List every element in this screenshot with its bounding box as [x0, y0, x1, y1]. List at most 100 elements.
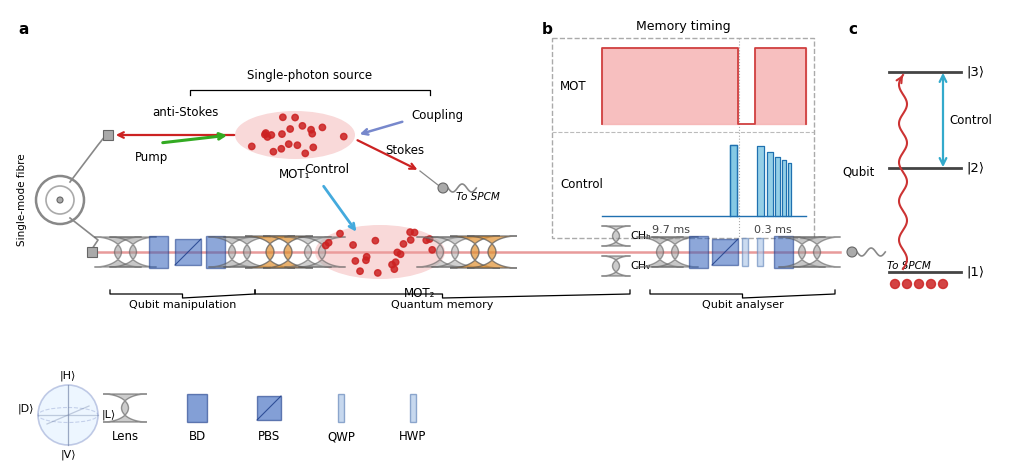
Circle shape: [280, 114, 286, 120]
Circle shape: [308, 126, 314, 133]
Circle shape: [262, 130, 269, 136]
Polygon shape: [103, 394, 147, 422]
Circle shape: [352, 258, 358, 264]
Text: Stokes: Stokes: [385, 144, 425, 157]
Polygon shape: [257, 396, 281, 420]
Circle shape: [264, 134, 271, 140]
Polygon shape: [467, 236, 516, 268]
Circle shape: [407, 229, 413, 235]
Circle shape: [393, 259, 399, 266]
Text: Quantum memory: Quantum memory: [392, 300, 494, 310]
Circle shape: [372, 237, 378, 244]
Circle shape: [407, 237, 414, 243]
Text: Control: Control: [949, 113, 992, 126]
Text: |H⟩: |H⟩: [60, 370, 76, 381]
Circle shape: [309, 131, 315, 137]
Circle shape: [300, 123, 306, 129]
Circle shape: [350, 242, 356, 248]
Text: Coupling: Coupling: [411, 109, 463, 122]
Text: To SPCM: To SPCM: [887, 261, 931, 271]
Circle shape: [890, 280, 900, 289]
Polygon shape: [187, 394, 207, 422]
Polygon shape: [774, 236, 792, 268]
Bar: [87, 247, 97, 257]
Circle shape: [363, 257, 369, 264]
Circle shape: [914, 280, 924, 289]
Circle shape: [400, 241, 407, 247]
Polygon shape: [94, 237, 142, 267]
Ellipse shape: [234, 111, 355, 159]
Circle shape: [356, 268, 364, 274]
Polygon shape: [779, 237, 825, 267]
Polygon shape: [245, 236, 294, 268]
Text: QWP: QWP: [327, 430, 355, 443]
Text: |V⟩: |V⟩: [60, 449, 75, 460]
Text: 0.3 ms: 0.3 ms: [754, 225, 791, 235]
Text: HWP: HWP: [400, 430, 427, 443]
Text: |3⟩: |3⟩: [966, 65, 984, 78]
Polygon shape: [338, 394, 344, 422]
Text: 9.7 ms: 9.7 ms: [652, 225, 690, 235]
Text: b: b: [542, 22, 553, 37]
Text: CHₕ: CHₕ: [630, 231, 651, 241]
Polygon shape: [284, 237, 332, 267]
Text: Qubit: Qubit: [843, 165, 875, 179]
Polygon shape: [432, 237, 478, 267]
Polygon shape: [206, 236, 224, 268]
Circle shape: [341, 133, 347, 140]
Text: |D⟩: |D⟩: [18, 404, 34, 414]
Circle shape: [278, 146, 284, 152]
Circle shape: [310, 144, 316, 150]
Circle shape: [411, 229, 417, 236]
Polygon shape: [712, 239, 738, 265]
Polygon shape: [410, 394, 416, 422]
Polygon shape: [209, 237, 255, 267]
Circle shape: [322, 243, 328, 249]
Polygon shape: [652, 237, 698, 267]
Text: Memory timing: Memory timing: [635, 20, 730, 33]
Ellipse shape: [315, 225, 445, 279]
Text: BD: BD: [188, 430, 206, 443]
Text: CHᵥ: CHᵥ: [630, 261, 651, 271]
Polygon shape: [793, 237, 841, 267]
Polygon shape: [109, 237, 157, 267]
Circle shape: [927, 280, 936, 289]
Text: c: c: [848, 22, 857, 37]
Text: MOT₁: MOT₁: [279, 168, 311, 181]
Circle shape: [398, 251, 404, 258]
Text: |1⟩: |1⟩: [966, 266, 984, 279]
Polygon shape: [742, 238, 748, 266]
Text: To SPCM: To SPCM: [456, 192, 500, 202]
Circle shape: [939, 280, 947, 289]
Text: Qubit manipulation: Qubit manipulation: [129, 300, 237, 310]
Circle shape: [302, 150, 309, 157]
Polygon shape: [689, 236, 708, 268]
Ellipse shape: [38, 385, 98, 445]
Circle shape: [57, 197, 63, 203]
Circle shape: [375, 270, 381, 276]
Circle shape: [285, 141, 292, 147]
Polygon shape: [757, 238, 763, 266]
Polygon shape: [450, 236, 500, 268]
Circle shape: [438, 183, 448, 193]
Text: Qubit analyser: Qubit analyser: [701, 300, 783, 310]
Circle shape: [269, 132, 275, 138]
Text: Control: Control: [560, 178, 603, 190]
Circle shape: [325, 240, 332, 246]
Polygon shape: [416, 237, 464, 267]
Circle shape: [424, 237, 430, 243]
Text: |2⟩: |2⟩: [966, 162, 984, 174]
Circle shape: [319, 124, 325, 131]
Polygon shape: [263, 236, 313, 268]
Circle shape: [388, 261, 396, 268]
Text: Single-photon source: Single-photon source: [248, 69, 373, 82]
Polygon shape: [223, 237, 271, 267]
Circle shape: [364, 254, 370, 260]
Polygon shape: [601, 256, 630, 276]
Circle shape: [261, 132, 269, 138]
Circle shape: [337, 230, 343, 237]
Circle shape: [249, 143, 255, 149]
Text: anti-Stokes: anti-Stokes: [152, 106, 218, 119]
Text: Lens: Lens: [112, 430, 138, 443]
Circle shape: [427, 236, 433, 242]
